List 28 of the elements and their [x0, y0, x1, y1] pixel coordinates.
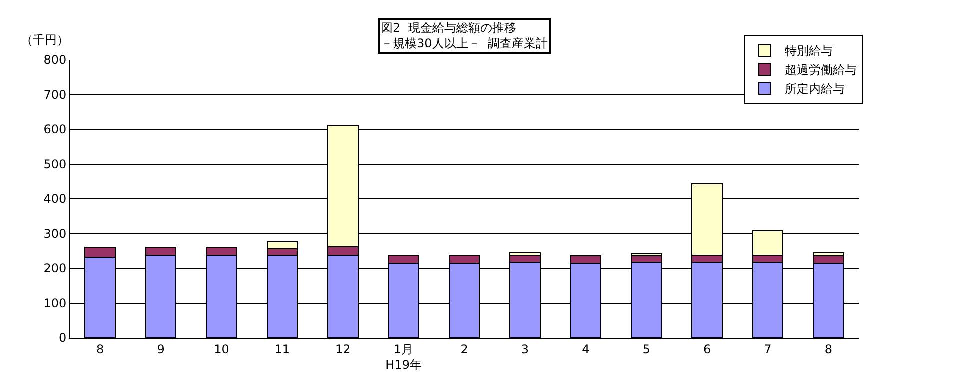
- y-tick-label: 100: [44, 296, 67, 310]
- legend-label: 超過労働給与: [784, 63, 857, 78]
- y-tick-label: 500: [44, 157, 67, 172]
- y-tick-label: 600: [44, 122, 67, 137]
- y-tick-label: 800: [44, 53, 67, 68]
- x-tick-label: 5: [642, 342, 650, 356]
- y-axis-title: （千円）: [21, 33, 69, 47]
- x-tick-label: 6: [703, 342, 712, 356]
- x-tick-label: 8: [824, 342, 832, 356]
- x-tick-label: 4: [582, 342, 590, 356]
- x-tick-label: 7: [764, 342, 772, 356]
- x-tick-label: 10: [214, 342, 230, 356]
- chart-subtitle: －規模30人以上－ 調査産業計: [381, 36, 548, 51]
- y-tick-label: 400: [44, 192, 67, 206]
- x-tick-label: 11: [274, 342, 290, 356]
- y-tick-label: 200: [44, 262, 67, 276]
- y-tick-label: 0: [58, 331, 67, 346]
- x-tick-label: 8: [96, 342, 104, 356]
- x-tick-label: 12: [335, 342, 351, 356]
- legend-label: 特別給与: [784, 44, 833, 58]
- x-tick-label: 9: [157, 342, 165, 356]
- legend-label: 所定内給与: [784, 82, 845, 96]
- y-tick-label: 700: [44, 88, 67, 102]
- x-tick-label: 1月 H19年: [386, 342, 422, 372]
- chart-title: 図2 現金給与総額の推移: [381, 21, 516, 35]
- y-tick-label: 300: [44, 226, 67, 241]
- x-tick-label: 3: [521, 342, 530, 356]
- x-tick-label: 2: [460, 342, 468, 356]
